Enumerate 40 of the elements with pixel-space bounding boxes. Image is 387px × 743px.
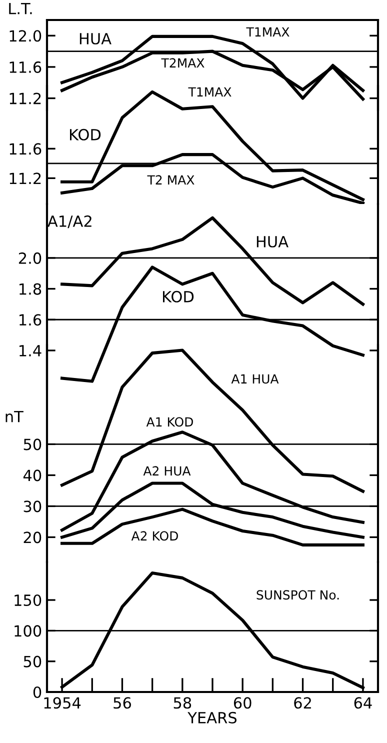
y-tick-label: 100 xyxy=(14,625,42,637)
annotation: KOD xyxy=(163,290,194,302)
annotation: SUNSPOT No. xyxy=(256,590,339,600)
y-tick-label: 1.8 xyxy=(20,283,42,295)
y-tick-label: 40 xyxy=(23,470,42,482)
annotation: T1MAX xyxy=(246,27,290,36)
annotation: HUA xyxy=(256,236,288,248)
annotation: A1 KOD xyxy=(146,417,193,427)
annotation: A2 KOD xyxy=(131,531,178,541)
x-tick-label: 56 xyxy=(114,697,131,709)
y-tick-label: 11.2 xyxy=(10,172,41,184)
annotation: A2 HUA xyxy=(143,466,191,476)
x-axis-title: YEARS xyxy=(188,712,237,724)
annotation: T1MAX xyxy=(188,87,232,96)
annotation: T2MAX xyxy=(161,58,204,68)
y-tick-label: 50 xyxy=(24,438,42,450)
x-tick-label: 64 xyxy=(354,697,372,709)
annotation: KOD xyxy=(70,128,101,140)
annotation: HUA xyxy=(80,33,112,44)
annotation: T2 MAX xyxy=(147,175,194,184)
y-tick-label: 30 xyxy=(24,500,42,512)
y-tick-label: 11.2 xyxy=(10,92,41,104)
x-tick-label: 62 xyxy=(294,697,311,709)
y-tick-label: 12.0 xyxy=(10,30,42,42)
y-axis-title: L.T. xyxy=(9,2,32,14)
annotation: A1 HUA xyxy=(231,374,279,384)
x-tick-label: 60 xyxy=(234,697,252,709)
x-tick-label: 1954 xyxy=(44,697,81,709)
y-tick-label: 0 xyxy=(33,686,42,698)
y-axis-title: nT xyxy=(6,410,24,422)
y-tick-label: 11.6 xyxy=(10,61,42,73)
y-tick-label: 150 xyxy=(14,594,42,606)
x-tick-label: 58 xyxy=(174,697,192,709)
y-axis-title: A1/A2 xyxy=(48,215,92,228)
y-tick-label: 1.4 xyxy=(20,345,42,356)
y-tick-label: 2.0 xyxy=(18,252,42,264)
y-tick-label: 50 xyxy=(24,656,42,668)
y-tick-label: 11.6 xyxy=(10,143,42,155)
y-tick-label: 20 xyxy=(24,532,42,544)
y-tick-label: 1.6 xyxy=(20,314,42,326)
